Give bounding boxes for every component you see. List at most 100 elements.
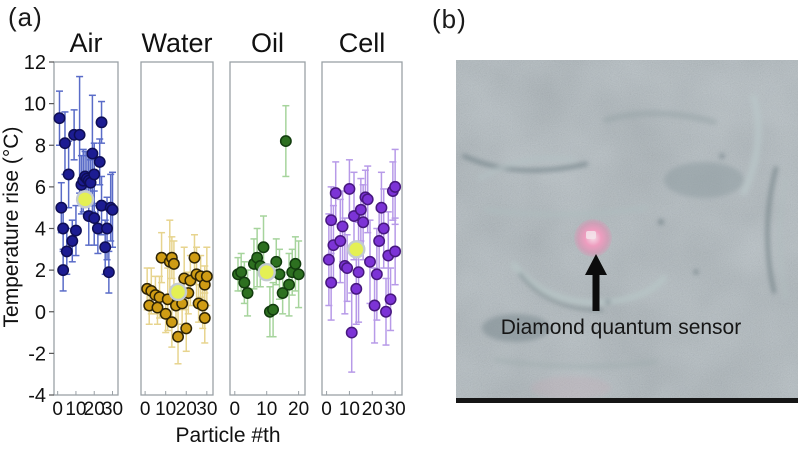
data-point bbox=[106, 203, 119, 216]
data-point bbox=[341, 262, 354, 274]
data-point bbox=[325, 214, 338, 227]
data-point bbox=[334, 235, 347, 247]
cell-texture bbox=[456, 60, 798, 398]
x-tick-label: 20 bbox=[288, 399, 309, 420]
x-tick-label: 20 bbox=[176, 399, 197, 420]
data-point bbox=[370, 268, 383, 281]
data-point bbox=[198, 312, 211, 324]
data-point bbox=[375, 201, 388, 214]
data-point bbox=[276, 287, 289, 299]
data-point bbox=[241, 287, 254, 299]
data-point bbox=[235, 266, 248, 279]
data-point bbox=[86, 147, 99, 160]
microscopy-image: Diamond quantum sensor bbox=[456, 60, 798, 403]
x-tick-label: 0 bbox=[140, 399, 151, 420]
x-tick-label: 10 bbox=[155, 399, 176, 420]
plot-frame bbox=[229, 61, 306, 396]
data-point bbox=[283, 278, 295, 291]
x-tick-label: 0 bbox=[52, 399, 63, 420]
data-point bbox=[73, 128, 86, 141]
y-tick-label: 0 bbox=[35, 302, 46, 324]
data-point bbox=[292, 268, 305, 281]
data-point bbox=[336, 220, 349, 233]
data-point bbox=[88, 168, 101, 181]
plot-frame bbox=[140, 61, 214, 396]
up-arrow-icon bbox=[585, 254, 607, 311]
data-point bbox=[180, 322, 193, 335]
data-point bbox=[88, 212, 101, 225]
x-tick-label: 10 bbox=[339, 399, 360, 420]
data-point bbox=[267, 303, 280, 316]
data-point bbox=[60, 245, 73, 258]
x-tick-label: 20 bbox=[84, 399, 105, 420]
mean-marker bbox=[168, 282, 188, 302]
y-tick-label: -2 bbox=[28, 343, 46, 365]
data-point bbox=[196, 299, 209, 312]
x-axis-label: Particle #th bbox=[175, 424, 281, 447]
data-point bbox=[57, 222, 70, 235]
y-tick-label: 8 bbox=[35, 135, 46, 157]
data-point bbox=[55, 201, 68, 214]
x-tick-label: 20 bbox=[362, 399, 383, 420]
data-point bbox=[188, 251, 201, 264]
diamond-sensor-highlight bbox=[586, 231, 596, 239]
data-point bbox=[352, 266, 365, 279]
data-point bbox=[373, 235, 386, 247]
data-point bbox=[380, 305, 392, 318]
chart-panel-water: Water 0 10 20 30 bbox=[140, 28, 218, 420]
data-point bbox=[389, 180, 402, 193]
x-tick-label: 30 bbox=[102, 399, 123, 420]
chart-title: Water bbox=[141, 28, 212, 58]
data-point bbox=[66, 235, 79, 247]
data-point bbox=[343, 183, 356, 195]
data-point bbox=[273, 268, 286, 281]
mean-marker bbox=[75, 190, 95, 209]
data-point bbox=[325, 276, 338, 289]
panel-a-label: (a) bbox=[8, 2, 43, 32]
chart-title: Air bbox=[70, 28, 103, 58]
data-point bbox=[357, 216, 370, 229]
chart-panel-oil: Oil 0 10 20 bbox=[229, 28, 309, 420]
sensor-caption: Diamond quantum sensor bbox=[500, 316, 742, 339]
data-point bbox=[354, 203, 367, 216]
chart-title: Oil bbox=[251, 28, 284, 58]
x-tick-label: 0 bbox=[229, 399, 240, 420]
x-tick-label: 0 bbox=[321, 399, 332, 420]
chart-title: Cell bbox=[339, 28, 386, 58]
data-point bbox=[102, 266, 115, 279]
data-point bbox=[93, 155, 106, 168]
data-point bbox=[167, 257, 180, 270]
data-point bbox=[289, 257, 302, 270]
y-tick-label: 2 bbox=[35, 260, 46, 282]
data-point bbox=[99, 241, 112, 254]
data-point bbox=[238, 276, 251, 289]
data-point bbox=[389, 245, 402, 258]
data-point bbox=[368, 299, 381, 312]
data-point bbox=[257, 241, 270, 254]
chart-panel-cell: Cell 0 10 20 30 bbox=[321, 28, 405, 420]
data-point bbox=[350, 282, 363, 295]
data-point bbox=[57, 264, 70, 277]
data-point bbox=[172, 330, 184, 343]
data-point bbox=[270, 255, 283, 268]
data-point bbox=[62, 168, 75, 181]
y-tick-label: 10 bbox=[24, 94, 46, 116]
data-point bbox=[377, 222, 390, 235]
y-tick-label: 12 bbox=[24, 52, 46, 74]
panel-b-label: (b) bbox=[432, 4, 467, 34]
data-point bbox=[95, 116, 108, 129]
x-tick-label: 10 bbox=[256, 399, 277, 420]
data-point bbox=[69, 224, 82, 237]
data-point bbox=[329, 187, 342, 200]
data-point bbox=[364, 255, 376, 268]
data-point bbox=[345, 326, 358, 339]
y-tick-label: -4 bbox=[28, 385, 46, 407]
data-point bbox=[53, 112, 66, 125]
x-tick-label: 30 bbox=[196, 399, 217, 420]
y-tick-label: 6 bbox=[35, 177, 46, 199]
data-point bbox=[322, 253, 335, 266]
data-point bbox=[279, 135, 292, 148]
